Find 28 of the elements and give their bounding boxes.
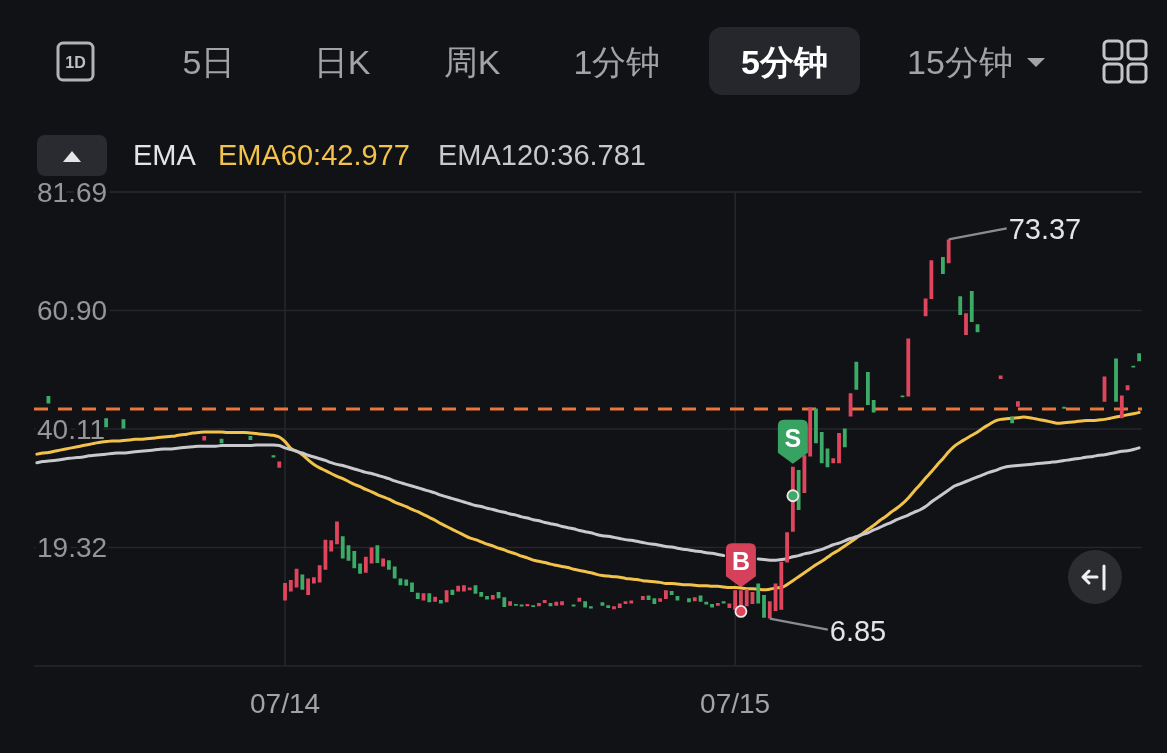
- candlestick: [462, 585, 466, 592]
- y-tick-label: 40.11: [37, 413, 105, 445]
- text: EMA60:42.977: [218, 139, 410, 171]
- y-tick-label: 81.69: [37, 176, 108, 208]
- y-tick-label: 19.32: [37, 532, 108, 563]
- text: 周K: [443, 43, 501, 81]
- line-series: [35, 411, 1141, 592]
- text: 1分钟: [573, 43, 661, 81]
- text: EMA120:36.781: [438, 139, 646, 171]
- text: 6.85: [829, 614, 887, 647]
- y-tick-label: 60.90: [37, 295, 108, 326]
- x-tick-label: 07/14: [249, 687, 321, 719]
- candlestick: [588, 606, 593, 609]
- series-label: S: [784, 423, 802, 452]
- candlestick: [1131, 365, 1136, 368]
- text: 15分钟: [907, 43, 1013, 81]
- candlestick: [311, 577, 316, 584]
- candlestick: [1062, 406, 1066, 409]
- candlestick: [998, 375, 1003, 379]
- one-day-icon: 1D: [56, 41, 95, 82]
- text: 日K: [313, 43, 371, 81]
- text: 5分钟: [741, 43, 828, 81]
- series-label: B: [731, 547, 750, 576]
- x-tick-label: 07/15: [700, 687, 771, 719]
- text: 73.37: [1008, 213, 1082, 246]
- text: 5日: [182, 43, 236, 81]
- legend-title: EMA: [133, 139, 197, 171]
- candlestick: [658, 598, 663, 602]
